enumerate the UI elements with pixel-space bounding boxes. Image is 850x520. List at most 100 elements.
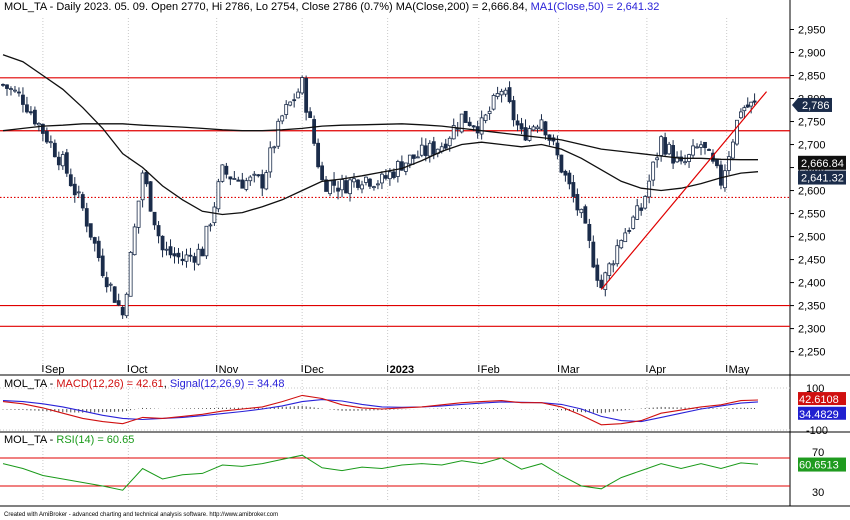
- candle-body: [511, 100, 516, 121]
- candle-body: [571, 182, 576, 197]
- candle-body: [739, 111, 743, 119]
- candle-body: [316, 142, 321, 168]
- candle-body: [591, 241, 596, 268]
- candle-body: [471, 125, 476, 128]
- rsi-value-label: 60.6513: [799, 460, 839, 472]
- candle-body: [84, 208, 89, 227]
- candle-body: [100, 255, 105, 277]
- candle-body: [120, 306, 125, 316]
- candle-body: [33, 109, 37, 125]
- candle-body: [5, 84, 9, 89]
- y-tick-label: 2,400: [798, 278, 826, 290]
- candle-body: [208, 224, 213, 227]
- candle-body: [715, 159, 719, 167]
- candle-body: [575, 194, 580, 211]
- candle-body: [204, 225, 209, 257]
- candle-body: [467, 121, 472, 127]
- candle-body: [76, 191, 81, 194]
- candle-body: [108, 283, 113, 286]
- candle-body: [539, 119, 544, 130]
- candle-body: [344, 180, 348, 194]
- candle-body: [148, 181, 153, 212]
- candle-body: [88, 223, 93, 238]
- y-tick-label: 2,850: [798, 71, 826, 83]
- x-tick-label: Dec: [304, 364, 324, 376]
- candle-body: [503, 89, 508, 95]
- candle-body: [336, 187, 340, 192]
- rsi-line: [2, 454, 759, 491]
- candle-body: [368, 178, 372, 187]
- candle-body: [152, 211, 157, 226]
- ma50-line: [2, 54, 759, 216]
- candle-body: [527, 128, 532, 141]
- candle-body: [427, 142, 432, 157]
- candle-body: [423, 145, 428, 156]
- candle-body: [659, 136, 664, 156]
- y-tick-label: 2,450: [798, 255, 826, 267]
- signal-title: Signal(12,26,9) = 34.48: [169, 378, 285, 390]
- macd-header: MOL_TA - MACD(12,26) = 42.61, Signal(12,…: [4, 378, 284, 390]
- candle-body: [459, 113, 464, 133]
- candle-body: [535, 126, 540, 130]
- y-tick-label: 2,550: [798, 209, 826, 221]
- macd-header-prefix: MOL_TA -: [4, 378, 57, 390]
- candle-body: [9, 88, 13, 90]
- candle-body: [595, 264, 600, 281]
- candle-body: [627, 230, 632, 232]
- candle-body: [304, 77, 309, 113]
- ma200-label-bg: [798, 155, 846, 170]
- candle-body: [248, 176, 253, 182]
- candle-body: [80, 194, 85, 209]
- candle-body: [180, 258, 185, 262]
- candle-body: [92, 237, 97, 244]
- candle-body: [691, 145, 695, 156]
- candle-body: [312, 119, 317, 144]
- candle-body: [519, 123, 524, 130]
- candle-body: [479, 117, 484, 135]
- candle-body: [623, 232, 628, 243]
- candle-body: [296, 91, 301, 99]
- candle-body: [164, 248, 169, 251]
- x-tick-label: Oct: [130, 364, 147, 376]
- candle-body: [300, 77, 305, 94]
- candle-body: [228, 176, 233, 180]
- candle-body: [52, 142, 57, 158]
- candle-body: [17, 91, 21, 94]
- candle-body: [360, 184, 364, 190]
- y-tick-label: 2,750: [798, 117, 826, 129]
- candle-body: [48, 141, 53, 144]
- candle-body: [272, 146, 277, 149]
- candle-body: [348, 179, 352, 195]
- candle-body: [567, 172, 572, 185]
- candle-body: [523, 127, 528, 141]
- candle-body: [727, 156, 731, 171]
- macd-sep: ,: [163, 378, 170, 390]
- candle-body: [21, 94, 25, 105]
- candle-body: [399, 161, 404, 171]
- candle-body: [695, 146, 699, 149]
- rsi-value-bg: [798, 457, 846, 472]
- y-tick-label: 2,250: [798, 347, 826, 359]
- y-tick-label: 2,600: [798, 186, 826, 198]
- rsi-header-prefix: MOL_TA -: [4, 434, 57, 446]
- y-tick-label: 2,900: [798, 48, 826, 60]
- candle-body: [531, 126, 536, 131]
- candle-body: [13, 89, 17, 92]
- candle-body: [515, 120, 520, 126]
- candle-body: [749, 101, 754, 107]
- ma50-label-bg: [798, 170, 846, 185]
- macd-tick-label: 100: [806, 383, 824, 395]
- candle-body: [483, 114, 488, 121]
- rsi-tick-label: 30: [812, 487, 824, 499]
- candle-body: [384, 175, 388, 179]
- candle-body: [547, 134, 552, 141]
- candle-body: [599, 279, 604, 289]
- price-header: MOL_TA - Daily 2023. 05. 09. Open 2770, …: [4, 1, 659, 13]
- candle-body: [340, 179, 344, 191]
- macd-line: [2, 394, 759, 426]
- candle-body: [675, 156, 679, 163]
- candle-body: [64, 152, 69, 174]
- candle-body: [683, 161, 687, 164]
- last-close-label: 2,786: [802, 100, 830, 112]
- candle-body: [443, 143, 448, 149]
